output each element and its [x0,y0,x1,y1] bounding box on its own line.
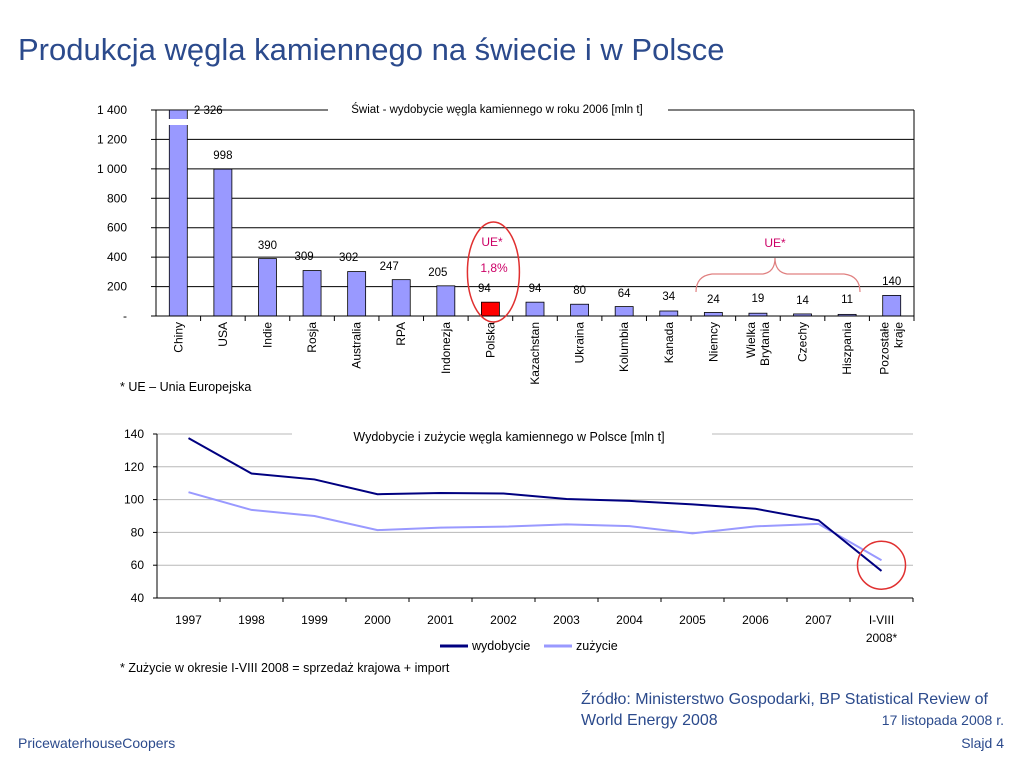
bar-title-bg [328,100,668,116]
bar-ytick-label: 1 200 [97,132,127,146]
bar [525,301,545,317]
bar [436,285,456,317]
bar-value-label: 390 [258,240,277,252]
ue-annotation-label: UE* [481,235,503,249]
bar-value-label: 94 [478,283,491,295]
bar-category-label: Czechy [796,322,810,362]
bar-category-label: Indie [260,322,274,348]
bar-category-label: Chiny [171,322,185,353]
line-ytick-label: 140 [124,427,144,441]
bar-value-label: 998 [213,150,232,162]
line-xtick-label: 1998 [238,613,265,627]
bar-value-label: 309 [294,251,313,263]
bar-chart-title: Świat - wydobycie węgla kamiennego w rok… [351,103,642,116]
line-ytick-label: 40 [131,591,145,605]
bar [703,312,723,317]
bar-value-label: 205 [428,267,447,279]
bar-category-label: Ukraina [573,322,587,364]
line-series-zuzycie [188,491,883,562]
ue-group-label: UE* [764,236,786,250]
bar-value-label: 2 326 [194,105,223,117]
bar [659,310,679,317]
line-xtick-label: 1999 [301,613,328,627]
line-xtick-label: I-VIII 2008* [866,613,898,645]
line-chart-title: Wydobycie i zużycie węgla kamiennego w P… [353,430,664,444]
line-series-wydobycie [188,437,883,572]
line-ytick-label: 120 [124,460,144,474]
line-xtick-label: 2002 [490,613,517,627]
bar [570,303,589,317]
bar-value-label: 24 [707,294,720,306]
slide-date: 17 listopada 2008 r. [881,712,1004,728]
bar [391,279,411,317]
line-xtick-label: 2003 [553,613,580,627]
bar-ytick-label: 1 000 [97,162,127,176]
bar [258,258,277,317]
bar-value-label: 302 [339,252,358,264]
bar-value-label: 94 [529,283,542,295]
bar [614,306,634,317]
bar [882,294,902,317]
bar-value-label: 247 [380,261,399,273]
bar-value-label: 34 [662,291,675,303]
polska-highlight-circle [466,221,521,323]
bar-ytick-label: 1 400 [97,103,127,117]
bar-category-label: Australia [350,322,364,369]
line-ytick-label: 100 [124,493,144,507]
bar-category-label: Kolumbia [617,322,631,372]
line-ytick-label: 60 [131,558,145,572]
bar-category-label: Indonezja [439,322,453,374]
source-text: Źródło: Ministerstwo Gospodarki, BP Stat… [581,689,1001,731]
legend-label: zużycie [576,639,618,653]
bar-category-label: Pozostałekraje [878,322,906,375]
bar-category-label: Kanada [662,322,676,364]
slide-number: Slajd 4 [961,735,1004,751]
footnote-zuzycie: * Zużycie w okresie I-VIII 2008 = sprzed… [120,661,450,675]
legend-label: wydobycie [471,639,530,653]
ue-group-bracket [695,257,861,293]
bar-category-label: Hiszpania [840,322,854,375]
bar [481,301,500,317]
line-xtick-label: 2004 [616,613,643,627]
bar-ytick-label: 600 [107,221,127,235]
line-title-bg [292,424,712,444]
bar-category-label: RPA [394,322,408,346]
line-xtick-label: 1997 [175,613,202,627]
line-xtick-label: 2007 [805,613,832,627]
company-name: PricewaterhouseCoopers [18,735,176,751]
bar-value-label: 80 [573,285,586,297]
bar-category-label: Rosja [305,322,319,353]
footnote-ue: * UE – Unia Europejska [120,380,252,394]
line-xtick-label: 2001 [427,613,454,627]
bar-value-label: 11 [841,294,853,306]
line-xtick-label: 2006 [742,613,769,627]
bar-category-label: Niemcy [706,322,720,362]
bar-category-label: Kazachstan [528,322,542,385]
line-xtick-label: 2005 [679,613,706,627]
bar-category-label: Polska [483,322,497,358]
bar-value-label: 19 [752,293,765,305]
bar-value-label: 14 [796,295,809,307]
bar-ytick-label: - [123,309,127,323]
last-point-highlight-circle [856,540,907,590]
bar-ytick-label: 400 [107,250,127,264]
bar-value-label: 140 [882,276,901,288]
line-ytick-label: 80 [131,525,145,539]
axis-break-marker [167,119,190,125]
bar-value-label: 64 [618,288,631,300]
bar [347,271,367,317]
bar-category-label: WielkaBrytania [744,322,772,366]
bar [168,109,188,317]
line-xtick-label: 2000 [364,613,391,627]
bar [213,168,233,317]
bar-category-label: USA [216,322,230,347]
page-title: Produkcja węgla kamiennego na świecie i … [18,32,725,67]
source-label: Źródło: Ministerstwo Gospodarki, BP Stat… [581,691,988,729]
bar-ytick-label: 800 [107,191,127,205]
bar [302,270,322,317]
bar-ytick-label: 200 [107,280,127,294]
polska-share-label: 1,8% [480,261,508,275]
